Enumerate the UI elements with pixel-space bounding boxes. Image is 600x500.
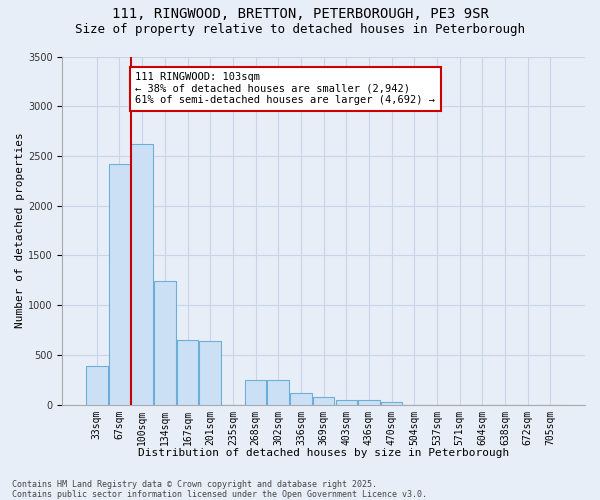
- Y-axis label: Number of detached properties: Number of detached properties: [15, 132, 25, 328]
- Bar: [109, 164, 130, 404]
- Bar: [290, 392, 312, 404]
- Text: 111 RINGWOOD: 103sqm
← 38% of detached houses are smaller (2,942)
61% of semi-de: 111 RINGWOOD: 103sqm ← 38% of detached h…: [136, 72, 436, 106]
- Bar: [86, 366, 107, 405]
- Bar: [381, 402, 403, 404]
- Bar: [313, 396, 334, 404]
- Text: Contains HM Land Registry data © Crown copyright and database right 2025.
Contai: Contains HM Land Registry data © Crown c…: [12, 480, 427, 499]
- Text: 111, RINGWOOD, BRETTON, PETERBOROUGH, PE3 9SR: 111, RINGWOOD, BRETTON, PETERBOROUGH, PE…: [112, 8, 488, 22]
- Bar: [358, 400, 380, 404]
- Bar: [268, 380, 289, 404]
- Bar: [199, 341, 221, 404]
- X-axis label: Distribution of detached houses by size in Peterborough: Distribution of detached houses by size …: [138, 448, 509, 458]
- Bar: [154, 282, 176, 405]
- Bar: [131, 144, 153, 405]
- Bar: [177, 340, 198, 404]
- Bar: [245, 380, 266, 404]
- Bar: [335, 400, 357, 404]
- Text: Size of property relative to detached houses in Peterborough: Size of property relative to detached ho…: [75, 22, 525, 36]
